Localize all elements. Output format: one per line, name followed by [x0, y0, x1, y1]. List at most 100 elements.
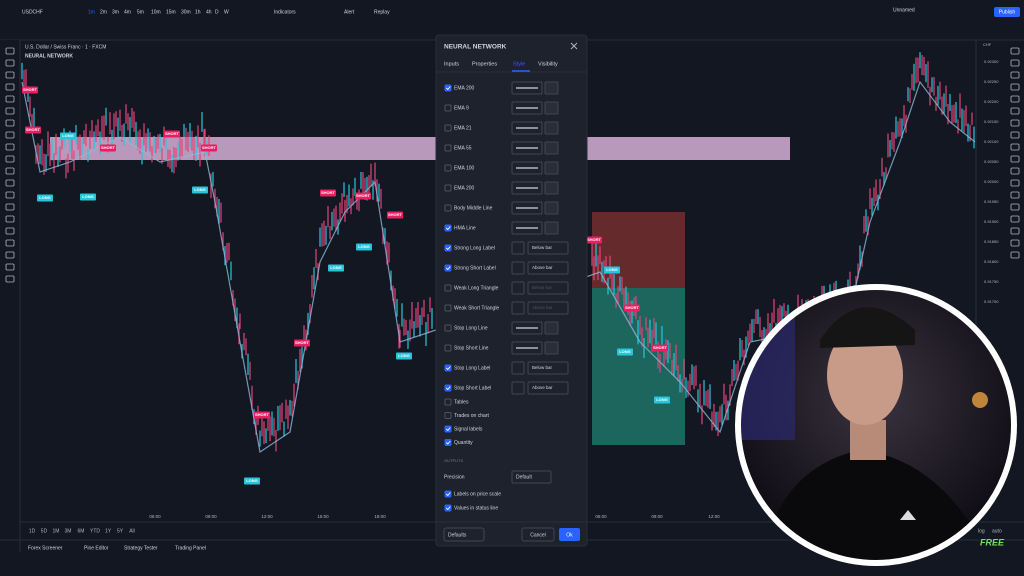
precision-select[interactable] [511, 470, 552, 484]
tool-icon[interactable] [5, 83, 15, 91]
checkbox[interactable] [444, 144, 452, 152]
defaults-button[interactable] [443, 527, 485, 542]
color-swatch[interactable] [544, 141, 559, 155]
tool-icon[interactable] [5, 227, 15, 235]
side-icon[interactable] [1010, 239, 1020, 247]
color-swatch[interactable] [544, 161, 559, 175]
timeframe[interactable]: 1m [88, 9, 95, 15]
side-icon[interactable] [1010, 119, 1020, 127]
range-button[interactable]: 5Y [117, 528, 124, 534]
tool-icon[interactable] [5, 71, 15, 79]
side-icon[interactable] [1010, 107, 1020, 115]
publish-button[interactable] [994, 7, 1020, 17]
side-icon[interactable] [1010, 83, 1020, 91]
layout-name[interactable]: Unnamed [893, 7, 915, 13]
checkbox[interactable] [444, 364, 452, 372]
range-button[interactable]: YTD [90, 528, 100, 534]
checkbox[interactable] [444, 84, 452, 92]
checkbox[interactable] [444, 504, 452, 512]
color-swatch[interactable] [544, 81, 559, 95]
tool-icon[interactable] [5, 119, 15, 127]
style-swatch[interactable] [511, 381, 525, 395]
dialog-tab[interactable]: Visibility [538, 61, 558, 67]
dialog-tab[interactable]: Style [513, 61, 525, 67]
timeframe[interactable]: 3m [112, 9, 119, 15]
side-icon[interactable] [1010, 227, 1020, 235]
color-swatch[interactable] [544, 321, 559, 335]
position-select[interactable] [527, 241, 569, 255]
tool-icon[interactable] [5, 275, 15, 283]
color-swatch[interactable] [544, 221, 559, 235]
range-button[interactable]: 3M [65, 528, 72, 534]
checkbox[interactable] [444, 304, 452, 312]
tool-icon[interactable] [5, 95, 15, 103]
side-icon[interactable] [1010, 191, 1020, 199]
tool-icon[interactable] [5, 191, 15, 199]
checkbox[interactable] [444, 104, 452, 112]
timeframe[interactable]: 2m [100, 9, 107, 15]
timeframe[interactable]: W [224, 9, 229, 15]
side-icon[interactable] [1010, 167, 1020, 175]
tool-icon[interactable] [5, 215, 15, 223]
checkbox[interactable] [444, 204, 452, 212]
color-swatch[interactable] [544, 181, 559, 195]
side-icon[interactable] [1010, 95, 1020, 103]
checkbox[interactable] [444, 264, 452, 272]
tool-icon[interactable] [5, 179, 15, 187]
range-button[interactable]: 1D [29, 528, 36, 534]
tool-icon[interactable] [5, 107, 15, 115]
timeframe[interactable]: 4m [124, 9, 131, 15]
toolbar-button[interactable]: Indicators [274, 9, 296, 15]
checkbox[interactable] [444, 439, 452, 446]
checkbox[interactable] [444, 425, 452, 433]
timeframe[interactable]: D [215, 9, 219, 15]
toolbar-button[interactable]: Replay [374, 9, 390, 15]
color-swatch[interactable] [544, 101, 559, 115]
bottom-tab[interactable]: Pine Editor [84, 545, 109, 551]
side-icon[interactable] [1010, 47, 1020, 55]
toolbar-button[interactable]: Alert [344, 9, 355, 15]
position-select[interactable] [527, 381, 569, 395]
color-swatch[interactable] [544, 121, 559, 135]
timeframe[interactable]: 5m [137, 9, 144, 15]
bottom-tab[interactable]: Strategy Tester [124, 545, 158, 551]
position-select[interactable] [527, 301, 569, 315]
side-icon[interactable] [1010, 215, 1020, 223]
range-button[interactable]: 5D [41, 528, 48, 534]
checkbox[interactable] [444, 244, 452, 252]
checkbox[interactable] [444, 384, 452, 392]
color-swatch[interactable] [544, 201, 559, 215]
ok-button[interactable] [559, 528, 580, 541]
color-swatch[interactable] [544, 341, 559, 355]
tool-icon[interactable] [5, 239, 15, 247]
axis-option[interactable]: auto [992, 528, 1002, 534]
side-icon[interactable] [1010, 203, 1020, 211]
bottom-tab[interactable]: Trading Panel [175, 545, 206, 551]
checkbox[interactable] [444, 184, 452, 192]
timeframe[interactable]: 4h [206, 9, 212, 15]
side-icon[interactable] [1010, 143, 1020, 151]
close-icon[interactable] [570, 42, 578, 50]
tool-icon[interactable] [5, 143, 15, 151]
timeframe[interactable]: 30m [181, 9, 191, 15]
style-swatch[interactable] [511, 301, 525, 315]
position-select[interactable] [527, 361, 569, 375]
side-icon[interactable] [1010, 179, 1020, 187]
checkbox[interactable] [444, 164, 452, 172]
timeframe[interactable]: 15m [166, 9, 176, 15]
side-icon[interactable] [1010, 131, 1020, 139]
dialog-tab[interactable]: Properties [472, 61, 497, 67]
side-icon[interactable] [1010, 251, 1020, 259]
tool-icon[interactable] [5, 167, 15, 175]
checkbox[interactable] [444, 344, 452, 352]
style-swatch[interactable] [511, 281, 525, 295]
timeframe[interactable]: 10m [151, 9, 161, 15]
checkbox[interactable] [444, 398, 452, 406]
style-swatch[interactable] [511, 241, 525, 255]
tool-icon[interactable] [5, 131, 15, 139]
range-button[interactable]: 1M [53, 528, 60, 534]
axis-option[interactable]: log [978, 528, 985, 534]
tool-icon[interactable] [5, 251, 15, 259]
range-button[interactable]: 1Y [105, 528, 112, 534]
range-button[interactable]: 6M [78, 528, 85, 534]
